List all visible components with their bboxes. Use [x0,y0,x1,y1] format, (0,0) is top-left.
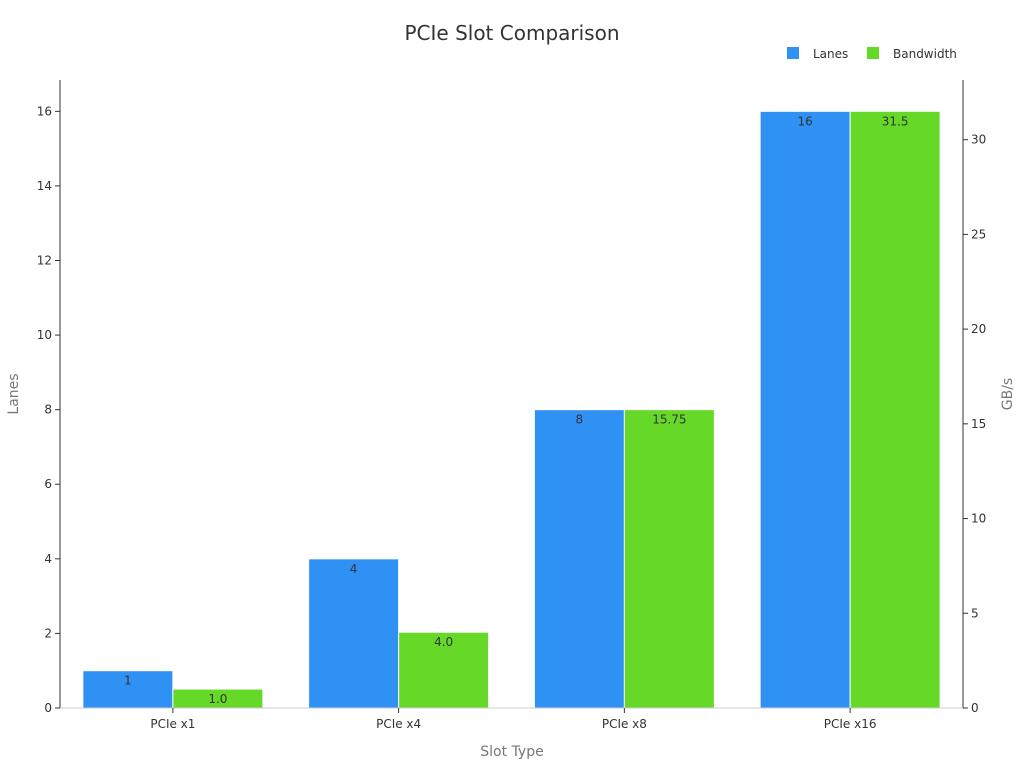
bar-bandwidth-2 [398,631,490,709]
chart-title: PCIe Slot Comparison [404,21,619,45]
y-tick-label: 14 [37,179,52,193]
y2-tick-label: 0 [971,701,979,715]
y-tick-label: 0 [44,701,52,715]
bar-lanes-2 [308,558,400,709]
bar-lanes-4 [759,110,851,709]
left-ticks-group: 0 2 4 6 8 10 12 14 16 [37,104,60,715]
x-tick-label: PCIe x4 [376,717,421,731]
y-tick-label: 12 [37,253,52,267]
data-label-lanes-4: 16 [797,114,812,128]
bar-lanes-1 [82,670,174,709]
y-tick-label: 4 [44,552,52,566]
legend-label-bandwidth: Bandwidth [893,47,957,61]
data-label-lanes-1: 1 [124,674,132,688]
bars-group [82,110,941,709]
data-label-bandwidth-4: 31.5 [882,114,909,128]
legend: Lanes Bandwidth [787,47,957,61]
bar-lanes-3 [533,409,625,709]
data-labels-group: 1 1.0 4 4.0 8 15.75 16 31.5 [124,114,908,706]
x-tick-label: PCIe x8 [602,717,647,731]
y-tick-label: 2 [44,626,52,640]
y2-axis-title: GB/s [1000,378,1016,410]
y-tick-label: 16 [37,104,52,118]
y-axis-title: Lanes [6,373,22,414]
data-label-lanes-3: 8 [576,413,584,427]
y-tick-label: 10 [37,328,52,342]
y2-tick-label: 10 [971,512,986,526]
data-label-bandwidth-1: 1.0 [208,692,227,706]
y2-tick-label: 5 [971,606,979,620]
right-ticks-group: 0 5 10 15 20 25 30 [963,133,986,715]
bar-bandwidth-4 [849,110,941,709]
y-tick-label: 6 [44,477,52,491]
y2-tick-label: 30 [971,133,986,147]
y2-tick-label: 15 [971,417,986,431]
legend-swatch-bandwidth [867,47,879,59]
bar-bandwidth-3 [623,409,715,709]
y-tick-label: 8 [44,403,52,417]
y2-tick-label: 20 [971,322,986,336]
data-label-bandwidth-3: 15.75 [652,413,686,427]
x-tick-label: PCIe x16 [824,717,877,731]
legend-label-lanes: Lanes [813,47,848,61]
x-axis-title: Slot Type [480,744,543,760]
x-ticks-group: PCIe x1 PCIe x4 PCIe x8 PCIe x16 [150,708,876,731]
data-label-bandwidth-2: 4.0 [434,635,453,649]
legend-swatch-lanes [787,47,799,59]
y2-tick-label: 25 [971,227,986,241]
data-label-lanes-2: 4 [350,562,358,576]
x-tick-label: PCIe x1 [150,717,195,731]
